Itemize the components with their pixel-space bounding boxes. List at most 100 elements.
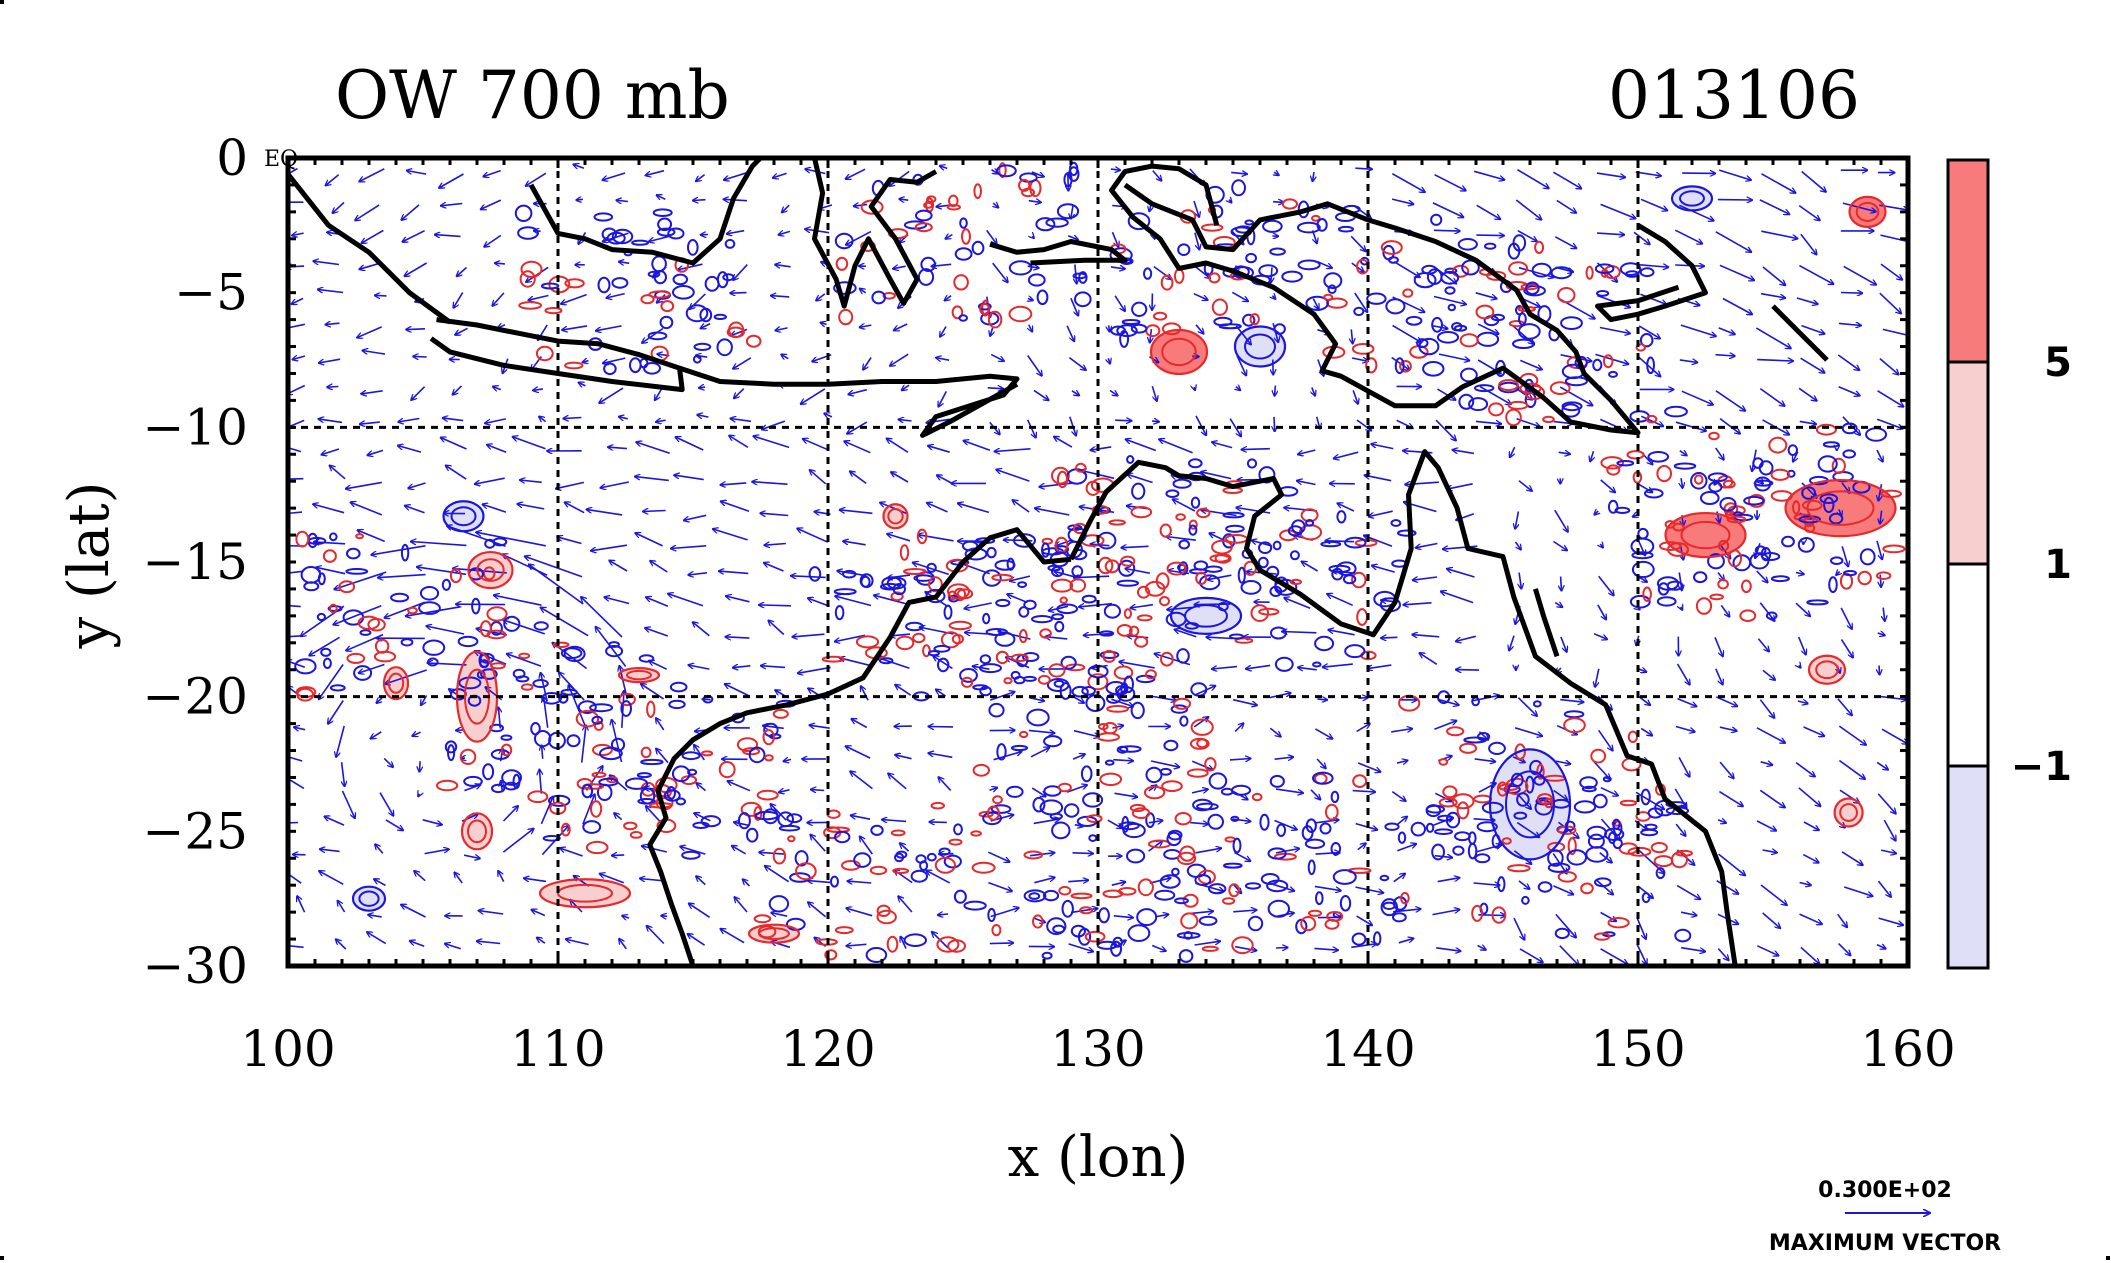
wind-vector: [816, 293, 826, 301]
wind-vector: [1114, 295, 1125, 312]
positive-contour: [948, 194, 959, 208]
negative-contour: [933, 644, 951, 653]
colorbar-label-1: 1: [2044, 542, 2072, 588]
wind-vector: [727, 231, 745, 234]
wind-vector: [675, 437, 704, 451]
wind-vector: [1074, 576, 1110, 578]
positive-contour: [860, 199, 884, 215]
plot-title: OW 700 mb: [335, 57, 730, 134]
wind-vector: [1201, 472, 1232, 480]
wind-vector: [1434, 792, 1451, 801]
positive-contour: [1010, 653, 1029, 662]
positive-contour: [1161, 322, 1182, 336]
negative-contour: [1353, 306, 1365, 317]
wind-vector: [582, 794, 595, 825]
wind-vector: [1073, 729, 1099, 737]
wind-vector: [1456, 670, 1480, 671]
wind-vector: [1715, 390, 1746, 411]
wind-vector: [1554, 236, 1576, 249]
wind-vector: [503, 620, 546, 635]
wind-vector: [1840, 293, 1863, 294]
wind-vector: [1596, 172, 1626, 177]
wind-vector: [327, 387, 339, 388]
negative-contour: [517, 226, 539, 240]
wind-vector: [1195, 848, 1222, 854]
wind-vector: [895, 755, 912, 760]
wind-vector: [1322, 663, 1353, 667]
negative-contour: [1388, 256, 1399, 264]
negative-contour: [672, 273, 689, 286]
negative-contour: [1297, 221, 1321, 234]
wind-vector: [1676, 663, 1690, 685]
wind-vector: [529, 564, 584, 605]
wind-vector: [1598, 729, 1613, 751]
wind-vector: [1155, 914, 1168, 917]
wind-vector: [1760, 292, 1785, 298]
negative-contour: [540, 282, 560, 290]
wind-vector: [778, 231, 791, 235]
negative-contour: [1143, 267, 1153, 280]
negative-contour: [1231, 179, 1246, 197]
wind-vector: [1715, 355, 1736, 356]
wind-vector: [656, 420, 666, 422]
wind-vector: [1274, 416, 1275, 432]
wind-vector: [1800, 357, 1825, 373]
negative-contour: [1071, 685, 1089, 698]
wind-vector: [1055, 539, 1072, 546]
negative-contour: [611, 277, 629, 289]
positive-contour: [953, 274, 969, 291]
wind-vector: [1681, 390, 1713, 405]
wind-vector: [596, 325, 622, 331]
wind-vector: [1878, 484, 1881, 501]
positive-contour: [882, 292, 896, 300]
wind-vector: [566, 939, 589, 946]
wind-vector: [1597, 233, 1624, 235]
wind-vector: [1392, 324, 1422, 343]
wind-vector: [1159, 439, 1193, 454]
wind-vector: [332, 201, 345, 214]
wind-vector: [1553, 885, 1574, 895]
wind-vector: [1447, 483, 1473, 489]
wind-vector: [803, 439, 827, 450]
wind-vector: [1798, 387, 1817, 401]
wind-vector: [1246, 664, 1271, 669]
x-tick-label: 130: [1050, 1020, 1145, 1078]
wind-vector: [1842, 202, 1876, 212]
wind-vector: [1719, 761, 1734, 778]
wind-vector: [1761, 230, 1797, 238]
wind-vector: [1636, 917, 1646, 939]
wind-vector: [404, 262, 428, 276]
wind-vector: [1282, 632, 1317, 633]
wind-vector: [988, 881, 1012, 892]
wind-vector: [1090, 446, 1112, 450]
wind-vector: [526, 172, 547, 186]
wind-vector: [528, 294, 549, 301]
wind-vector: [1718, 169, 1751, 180]
negative-contour: [1262, 219, 1283, 233]
wind-vector: [1877, 390, 1904, 407]
wind-vector: [860, 289, 867, 293]
wind-vector: [1357, 762, 1381, 772]
wind-vector: [1433, 230, 1460, 231]
wind-vector: [994, 449, 1031, 452]
wind-vector: [1717, 820, 1726, 823]
wind-vector: [463, 855, 480, 858]
negative-contour: [1525, 281, 1540, 296]
wind-vector: [1066, 325, 1074, 342]
wind-vector: [357, 326, 383, 338]
negative-contour: [1517, 323, 1541, 340]
wind-vector: [1519, 948, 1543, 963]
wind-vector: [1756, 945, 1778, 956]
wind-vector: [1519, 572, 1521, 589]
wind-vector: [719, 571, 749, 573]
positive-contour: [998, 162, 1007, 179]
wind-vector: [1759, 789, 1785, 807]
negative-contour: [871, 290, 887, 305]
wind-vector: [1111, 698, 1133, 706]
wind-vector: [720, 483, 747, 485]
wind-vector: [1675, 823, 1686, 836]
wind-vector: [843, 541, 866, 546]
wind-vector: [1314, 820, 1339, 823]
wind-vector: [1797, 636, 1806, 655]
wind-vector: [1880, 574, 1881, 588]
